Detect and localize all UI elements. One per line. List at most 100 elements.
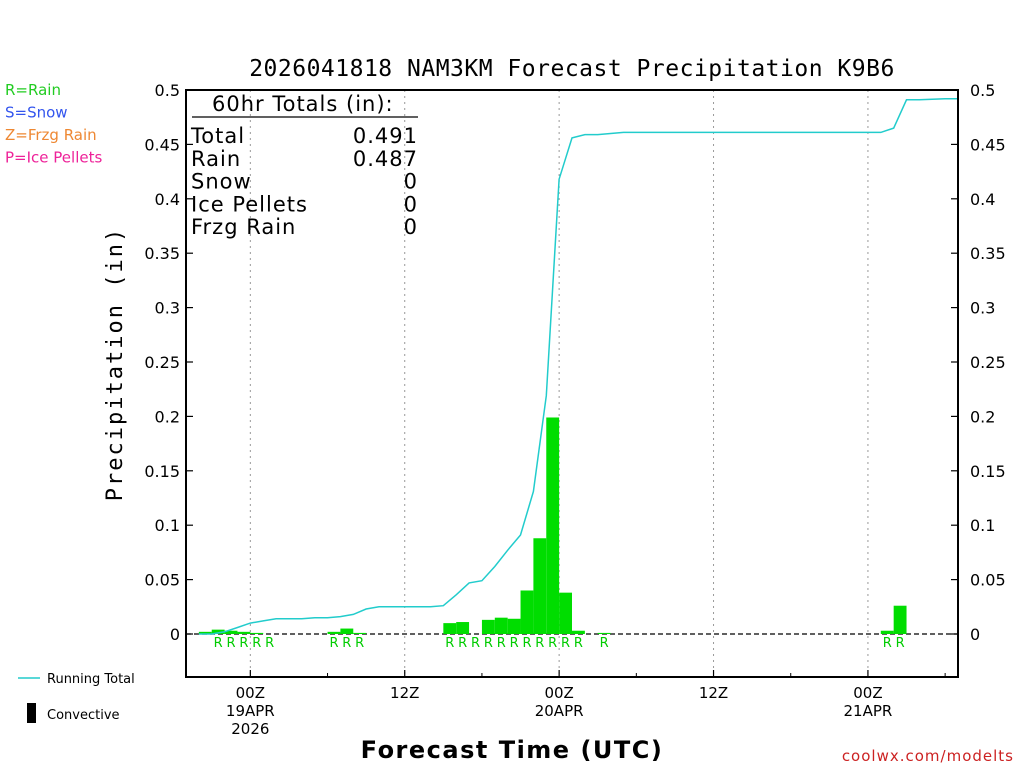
precip-bar: [340, 628, 354, 634]
ptype-marker: R: [471, 636, 480, 651]
ptype-marker: R: [561, 636, 570, 651]
y-tick-label: 0.3: [970, 299, 995, 318]
x-tick-label: 12Z: [390, 684, 419, 702]
ptype-marker: R: [522, 636, 531, 651]
ptype-marker: R: [445, 636, 454, 651]
y-tick-label: 0.2: [155, 407, 180, 426]
precip-bar: [597, 632, 611, 634]
precip-bar: [327, 631, 341, 634]
totals-row-label: Frzg Rain: [191, 215, 296, 239]
y-tick-label: 0.45: [970, 135, 1006, 154]
x-tick-label: 00Z: [236, 684, 265, 702]
precip-bar: [559, 592, 572, 634]
totals-box: 60hr Totals (in): Total 0.491 Rain 0.487 Sno…: [190, 92, 418, 239]
ptype-marker: R: [497, 636, 506, 651]
precip-bar: [198, 631, 212, 634]
totals-row-label: Ice Pellets: [191, 192, 308, 216]
totals-row-value: 0.491: [353, 124, 418, 148]
y-tick-label: 0.35: [144, 244, 180, 263]
y-axis-label: Precipitation (in): [103, 227, 128, 501]
ptype-marker: R: [883, 636, 892, 651]
ptype-marker: R: [329, 636, 338, 651]
ptype-marker: R: [342, 636, 351, 651]
y-tick-label: 0.3: [155, 299, 180, 318]
ptype-marker: R: [265, 636, 274, 651]
y-tick-label: 0.35: [970, 244, 1006, 263]
precip-bar: [443, 623, 457, 634]
credit-text: coolwx.com/modelts: [842, 747, 1014, 765]
ptype-legend-item: S=Snow: [5, 104, 68, 122]
precip-bar: [456, 622, 470, 634]
y-tick-label: 0.1: [155, 516, 180, 535]
y-tick-label: 0.05: [970, 571, 1006, 590]
precip-bar: [494, 617, 508, 634]
series-legend: Running Total Convective: [18, 672, 135, 723]
precip-bar: [546, 417, 560, 634]
ptype-marker: R: [510, 636, 519, 651]
y-tick-label: 0.5: [155, 81, 180, 100]
bar-series: [198, 417, 907, 634]
y-tick-label: 0.5: [970, 81, 995, 100]
y-tick-label: 0.25: [970, 353, 1006, 372]
totals-row-value: 0.487: [353, 147, 418, 171]
ptype-legend: R=Rain S=Snow Z=Frzg Rain P=Ice Pellets: [5, 81, 102, 167]
ptype-marker: R: [239, 636, 248, 651]
precip-bar: [211, 629, 225, 634]
x-tick-label: 00Z: [544, 684, 573, 702]
ptype-marker: R: [355, 636, 364, 651]
chart-title: 2026041818 NAM3KM Forecast Precipitation…: [249, 56, 895, 82]
totals-row-value: 0: [404, 170, 418, 194]
y-tick-label: 0.15: [144, 462, 180, 481]
precip-bar: [237, 631, 251, 634]
y-axis-left: 0 0.05 0.1 0.15 0.2 0.25 0.3 0.35 0.4 0.45 0.5: [144, 81, 193, 644]
ptype-marker: R: [227, 636, 236, 651]
precip-bar: [353, 632, 367, 634]
x-axis-label: Forecast Time (UTC): [361, 736, 664, 764]
running-total-line: [198, 97, 958, 635]
precip-bar: [893, 605, 907, 634]
ptype-legend-item: R=Rain: [5, 81, 61, 99]
totals-row-label: Rain: [191, 147, 241, 171]
y-tick-label: 0.05: [144, 571, 180, 590]
running-total-legend-label: Running Total: [47, 672, 135, 687]
y-tick-label: 0: [970, 625, 980, 644]
x-tick-label: 2026: [231, 720, 269, 738]
ptype-marker: R: [548, 636, 557, 651]
ptype-legend-item: P=Ice Pellets: [5, 149, 102, 167]
y-tick-label: 0.25: [144, 353, 180, 372]
x-tick-label: 21APR: [844, 702, 893, 720]
convective-swatch: [27, 703, 36, 723]
totals-row-value: 0: [404, 215, 418, 239]
x-tick-label: 00Z: [853, 684, 882, 702]
convective-legend-label: Convective: [47, 708, 120, 723]
totals-header: 60hr Totals (in):: [212, 92, 394, 116]
y-tick-label: 0.1: [970, 516, 995, 535]
y-tick-label: 0.15: [970, 462, 1006, 481]
precip-bar: [250, 632, 264, 634]
precip-bar: [533, 538, 547, 634]
precip-bar: [507, 618, 521, 634]
y-tick-label: 0.45: [144, 135, 180, 154]
ptype-marker: R: [574, 636, 583, 651]
y-tick-label: 0.4: [155, 190, 180, 209]
ptype-marker: R: [252, 636, 261, 651]
ptype-marker: R: [484, 636, 493, 651]
precip-bar: [572, 630, 585, 634]
ptype-marker: R: [214, 636, 223, 651]
totals-row-value: 0: [404, 192, 418, 216]
totals-row-label: Total: [190, 124, 245, 148]
totals-row-label: Snow: [191, 170, 252, 194]
x-tick-label: 19APR: [226, 702, 275, 720]
plot-frame: [185, 89, 959, 678]
precip-bar: [224, 630, 238, 634]
ptype-marker: R: [458, 636, 467, 651]
ptype-marker: R: [535, 636, 544, 651]
precip-bar: [481, 619, 495, 634]
ptype-legend-item: Z=Frzg Rain: [5, 126, 97, 144]
x-tick-label: 20APR: [535, 702, 584, 720]
y-axis-right: 0 0.05 0.1 0.15 0.2 0.25 0.3 0.35 0.4 0.45 0.5: [951, 81, 1006, 644]
precip-bar: [520, 590, 534, 634]
ptype-marker: R: [896, 636, 905, 651]
